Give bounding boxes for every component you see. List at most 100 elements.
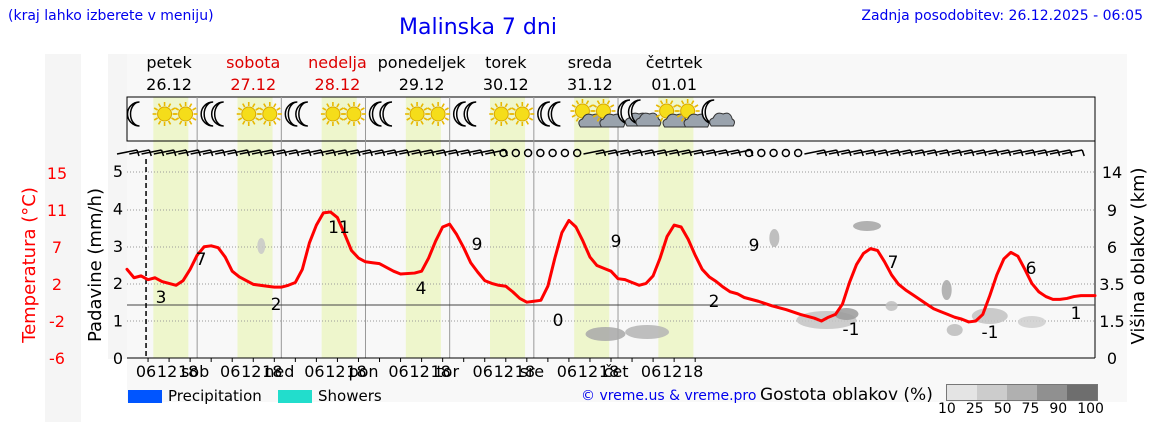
density-10-swatch <box>947 385 977 400</box>
wind-barb <box>583 149 604 155</box>
sun-ray <box>676 104 682 108</box>
sun-ray <box>242 103 246 108</box>
sun-ray <box>441 120 445 125</box>
wind-barb <box>485 149 506 155</box>
hour-axis-label: 12 <box>325 362 345 381</box>
wind-barb <box>620 149 641 155</box>
density-level: 100 <box>1077 401 1104 417</box>
wind-barb <box>276 149 297 155</box>
moon-icon <box>537 101 550 127</box>
cloud-density-blob <box>946 324 963 336</box>
wind-barb <box>1037 149 1058 155</box>
sun-ray <box>339 117 344 121</box>
sun-ray <box>171 117 176 121</box>
sun-ray <box>276 107 281 111</box>
cloud-height-tick-label: 14 <box>1102 163 1122 182</box>
density-level: 90 <box>1049 401 1068 417</box>
sun-ray <box>167 103 172 108</box>
sun-ray <box>423 117 428 121</box>
wind-barb <box>141 149 162 155</box>
wind-calm-marker <box>536 148 545 158</box>
sun-ray <box>659 100 664 105</box>
wind-barb <box>165 149 187 155</box>
hour-axis-label: 12 <box>578 362 598 381</box>
wind-barb <box>202 149 224 155</box>
sun-ray <box>571 114 576 118</box>
sun-ray <box>237 117 243 121</box>
sun-ray <box>357 120 361 125</box>
moon-icon <box>379 101 393 127</box>
moon-icon <box>284 101 298 127</box>
cloud-shape <box>709 112 735 127</box>
wind-calm-marker <box>757 148 766 158</box>
day-name: nedelja <box>308 53 367 72</box>
wind-barb <box>1000 149 1021 155</box>
sun-ray <box>659 117 664 122</box>
sun-ray <box>153 117 159 121</box>
credit-link[interactable]: © vreme.us & vreme.pro <box>581 388 757 404</box>
temperature-value-label: -1 <box>982 323 999 343</box>
sun-ray <box>174 107 180 111</box>
wind-barb <box>215 149 236 155</box>
sun-ray <box>441 103 445 108</box>
temperature-tick-label: -2 <box>49 312 65 331</box>
wind-barb <box>251 149 273 155</box>
hour-axis-label: 18 <box>430 362 450 381</box>
wind-calm-marker <box>511 148 521 158</box>
wind-barb <box>239 149 260 155</box>
hour-axis-label: 18 <box>599 362 619 381</box>
moon-shape <box>452 101 466 127</box>
cloud-density-blob <box>834 308 859 320</box>
moon-shape <box>379 101 393 127</box>
sun-ray <box>690 100 695 105</box>
day-date: 27.12 <box>230 75 276 94</box>
density-level: 50 <box>993 401 1012 417</box>
daylight-band <box>574 97 610 358</box>
wind-barb-tick <box>1081 149 1085 157</box>
cloud-density-blob <box>585 327 626 341</box>
temperature-line <box>125 210 1097 324</box>
wind-barb <box>914 149 936 155</box>
sun-ray <box>515 103 519 108</box>
sun-ray <box>258 117 264 121</box>
sun-ray <box>507 107 513 111</box>
sun-ray <box>273 120 277 125</box>
sun-icon <box>236 102 261 126</box>
wind-barb <box>669 149 690 155</box>
sun-ray <box>571 104 576 108</box>
precipitation-tick-label: 1 <box>113 312 123 331</box>
sun-ray <box>420 120 424 125</box>
location-hint-link[interactable]: (kraj lahko izberete v meniju) <box>8 8 214 24</box>
temperature-value-label: -1 <box>843 320 860 340</box>
sun-ray <box>322 117 327 121</box>
cloud-height-tick-label: 1.5 <box>1099 312 1124 331</box>
sun-ray <box>427 117 432 121</box>
wind-barb <box>1062 149 1083 155</box>
wind-barb <box>1025 149 1046 155</box>
wind-barb <box>153 149 174 155</box>
sun-disc <box>430 106 446 122</box>
sun-ray <box>273 103 277 108</box>
sun-ray <box>420 103 424 108</box>
last-update: Zadnja posodobitev: 26.12.2025 - 06:05 <box>861 8 1143 24</box>
daylight-band <box>490 97 526 358</box>
temperature-value-label: 3 <box>156 288 167 308</box>
wind-barb <box>730 149 751 155</box>
wind-barb <box>227 149 248 155</box>
wind-calm-marker <box>572 148 582 158</box>
density-90-swatch <box>1067 385 1097 400</box>
wind-barb <box>656 149 678 155</box>
sun-ray <box>525 120 529 125</box>
precipitation-tick-label: 3 <box>113 237 123 256</box>
left-margin-panel <box>45 54 81 422</box>
wind-barb <box>951 149 972 155</box>
hour-axis-label: 12 <box>157 362 177 381</box>
sun-icon <box>489 102 514 126</box>
day-axis-label: tor <box>436 362 459 381</box>
sun-cloud-icon <box>570 99 605 128</box>
sun-ray <box>153 107 159 111</box>
chart-background <box>127 54 1127 402</box>
wind-barb <box>423 149 445 155</box>
hour-axis-label: 06 <box>304 362 324 381</box>
